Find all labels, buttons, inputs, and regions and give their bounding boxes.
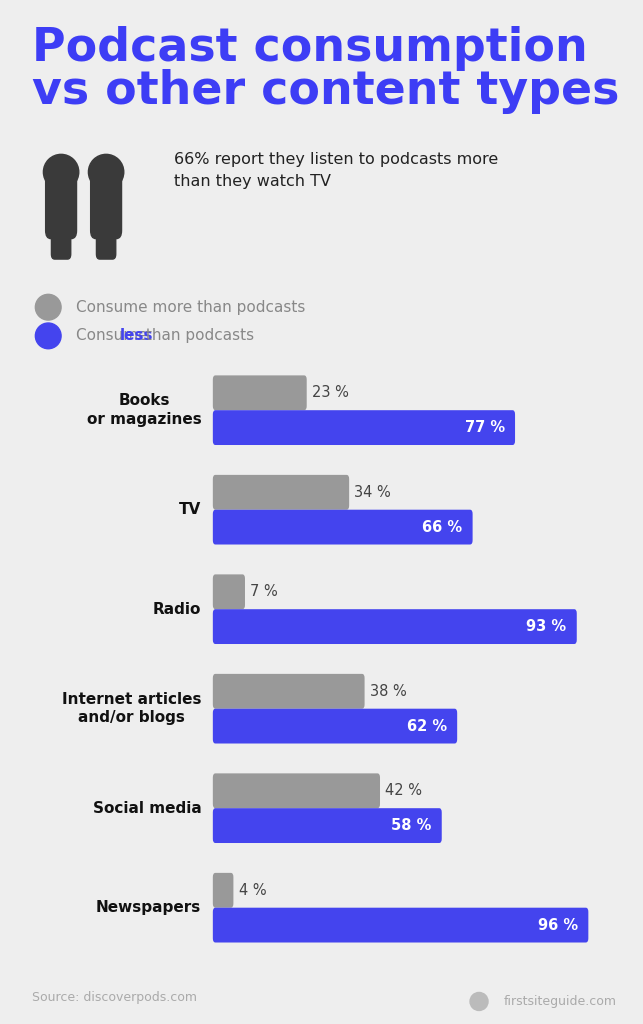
Text: Consume more than podcasts: Consume more than podcasts [76,300,305,314]
Text: 66 %: 66 % [422,519,462,535]
Text: 4 %: 4 % [239,883,266,898]
Text: 58 %: 58 % [391,818,431,834]
FancyBboxPatch shape [213,808,442,843]
Text: 42 %: 42 % [385,783,422,799]
Text: 7 %: 7 % [250,585,278,599]
FancyBboxPatch shape [213,609,577,644]
Ellipse shape [35,323,61,349]
Text: Podcast consumption: Podcast consumption [32,26,588,71]
Ellipse shape [470,992,488,1011]
Text: Books
or magazines: Books or magazines [87,393,201,427]
FancyBboxPatch shape [213,773,380,808]
FancyBboxPatch shape [213,872,233,907]
Text: 34 %: 34 % [354,484,391,500]
FancyBboxPatch shape [213,376,307,411]
FancyBboxPatch shape [213,510,473,545]
Text: 62 %: 62 % [407,719,447,733]
FancyBboxPatch shape [213,709,457,743]
Text: Newspapers: Newspapers [96,900,201,915]
FancyBboxPatch shape [51,220,71,259]
Text: Source: discoverpods.com: Source: discoverpods.com [32,990,197,1004]
Text: 77 %: 77 % [465,420,505,435]
Text: Social media: Social media [93,801,201,816]
Text: firstsiteguide.com: firstsiteguide.com [503,995,617,1008]
FancyBboxPatch shape [213,674,365,709]
FancyBboxPatch shape [213,574,245,609]
FancyBboxPatch shape [96,220,116,259]
FancyBboxPatch shape [213,907,588,942]
Text: 23 %: 23 % [312,385,349,400]
Text: Consume: Consume [76,329,152,343]
Text: 66% report they listen to podcasts more
than they watch TV: 66% report they listen to podcasts more … [174,152,498,188]
FancyBboxPatch shape [213,475,349,510]
Text: vs other content types: vs other content types [32,69,619,114]
FancyBboxPatch shape [91,163,122,239]
Text: 93 %: 93 % [527,620,566,634]
Text: 96 %: 96 % [538,918,578,933]
Text: TV: TV [179,502,201,517]
FancyBboxPatch shape [213,411,515,445]
Ellipse shape [35,294,61,321]
Text: Radio: Radio [153,602,201,616]
Text: 38 %: 38 % [370,684,406,698]
Text: Internet articles
and/or blogs: Internet articles and/or blogs [62,692,201,725]
FancyBboxPatch shape [46,163,77,239]
Ellipse shape [88,155,123,189]
Text: than podcasts: than podcasts [141,329,254,343]
Ellipse shape [44,155,78,189]
Text: less: less [120,329,154,343]
